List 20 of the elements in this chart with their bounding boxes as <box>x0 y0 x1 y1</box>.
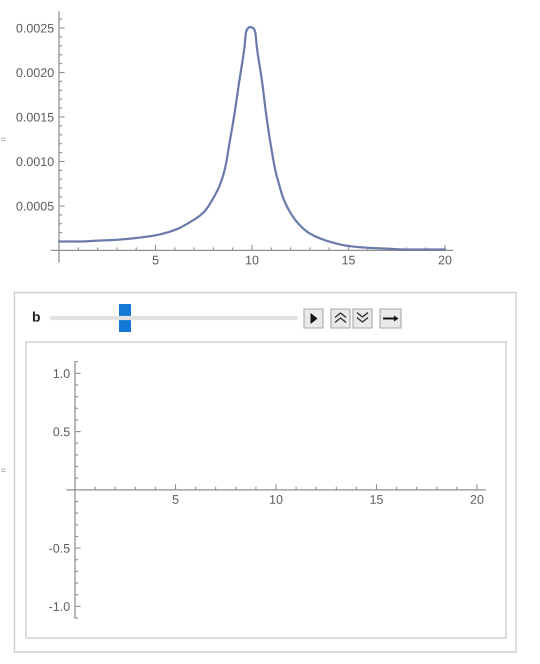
y-tick-label: 0.0005 <box>16 202 54 211</box>
x-tick-label: 5 <box>152 256 158 264</box>
x-tick-label: 15 <box>370 495 383 504</box>
y-tick-label: 0.5 <box>53 427 70 436</box>
text: b <box>32 312 40 322</box>
y-tick-label: -1.0 <box>49 602 70 611</box>
x-tick-label: 15 <box>342 256 355 264</box>
y-tick-label: -0.5 <box>49 544 70 553</box>
y-tick-label: 0.0010 <box>16 157 54 166</box>
text: = <box>0 468 6 472</box>
x-tick-label: 10 <box>246 256 258 264</box>
text: = <box>0 138 6 141</box>
y-tick-label: 0.0015 <box>16 112 54 122</box>
x-tick-label: 20 <box>438 256 452 264</box>
x-tick-label: 20 <box>470 495 484 504</box>
x-tick-label: 10 <box>270 495 282 504</box>
y-tick-label: 1.0 <box>54 369 70 378</box>
x-tick-label: 5 <box>172 495 178 504</box>
y-tick-label: 0.0020 <box>16 68 54 78</box>
y-tick-label: 0.0025 <box>16 24 54 33</box>
